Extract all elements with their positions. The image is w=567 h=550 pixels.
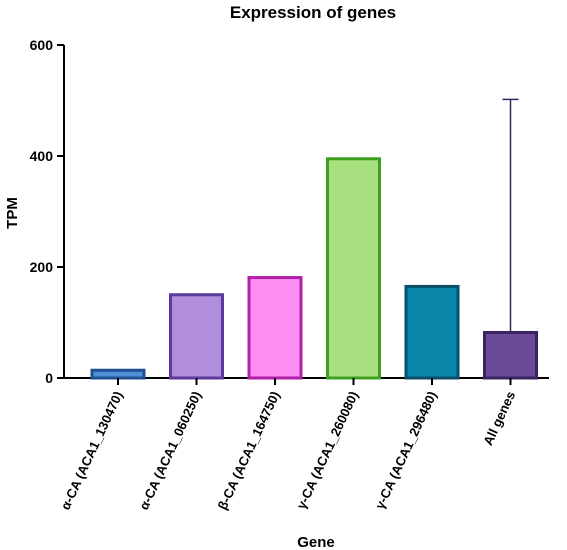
y-axis-label: TPM <box>4 197 21 229</box>
bar <box>483 330 538 380</box>
x-tick-label: γ-CA (ACA1_296480) <box>372 389 440 511</box>
y-tick-label: 200 <box>30 259 54 275</box>
bar <box>326 157 381 380</box>
bar <box>169 293 224 380</box>
bar <box>90 368 146 380</box>
x-axis-label: Gene <box>297 534 335 550</box>
y-tick-label: 400 <box>30 148 54 164</box>
y-tick-label: 600 <box>30 37 54 53</box>
x-tick-label: γ-CA (ACA1_260080) <box>293 389 361 511</box>
x-tick-label: β-CA (ACA1_164750) <box>215 389 283 512</box>
bar <box>404 284 460 380</box>
x-ticks: α-CA (ACA1_130470) α-CA (ACA1_060250) β-CA… <box>58 378 518 512</box>
chart-title: Expression of genes <box>230 3 396 22</box>
y-tick-label: 0 <box>45 370 53 386</box>
x-tick-label: All genes <box>480 389 518 448</box>
x-tick-label: α-CA (ACA1_130470) <box>58 389 126 512</box>
bar <box>247 276 303 380</box>
bars <box>90 98 538 380</box>
y-ticks: 0 200 400 600 <box>30 37 64 386</box>
x-tick-label: α-CA (ACA1_060250) <box>136 389 204 512</box>
